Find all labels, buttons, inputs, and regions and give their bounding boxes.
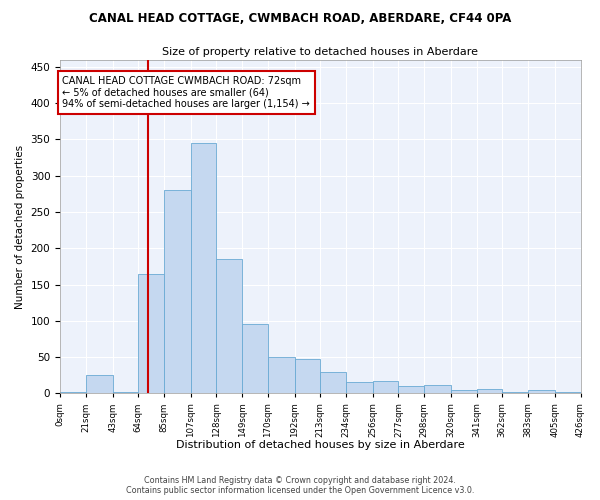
Bar	[451, 390, 476, 394]
Bar	[555, 392, 581, 394]
Y-axis label: Number of detached properties: Number of detached properties	[15, 144, 25, 308]
Bar	[60, 392, 86, 394]
Bar	[476, 389, 502, 394]
Bar	[191, 143, 217, 394]
Bar	[113, 392, 138, 394]
Bar	[86, 375, 113, 394]
Text: Contains HM Land Registry data © Crown copyright and database right 2024.
Contai: Contains HM Land Registry data © Crown c…	[126, 476, 474, 495]
X-axis label: Distribution of detached houses by size in Aberdare: Distribution of detached houses by size …	[176, 440, 464, 450]
Bar	[346, 382, 373, 394]
Bar	[217, 259, 242, 394]
Bar	[295, 358, 320, 394]
Bar	[502, 392, 528, 394]
Title: Size of property relative to detached houses in Aberdare: Size of property relative to detached ho…	[162, 48, 478, 58]
Bar	[164, 190, 191, 394]
Bar	[138, 274, 164, 394]
Bar	[398, 386, 424, 394]
Bar	[268, 357, 295, 394]
Bar	[320, 372, 346, 394]
Text: CANAL HEAD COTTAGE, CWMBACH ROAD, ABERDARE, CF44 0PA: CANAL HEAD COTTAGE, CWMBACH ROAD, ABERDA…	[89, 12, 511, 26]
Bar	[528, 390, 555, 394]
Bar	[373, 381, 398, 394]
Bar	[424, 384, 451, 394]
Text: CANAL HEAD COTTAGE CWMBACH ROAD: 72sqm
← 5% of detached houses are smaller (64)
: CANAL HEAD COTTAGE CWMBACH ROAD: 72sqm ←…	[62, 76, 310, 109]
Bar	[242, 324, 268, 394]
